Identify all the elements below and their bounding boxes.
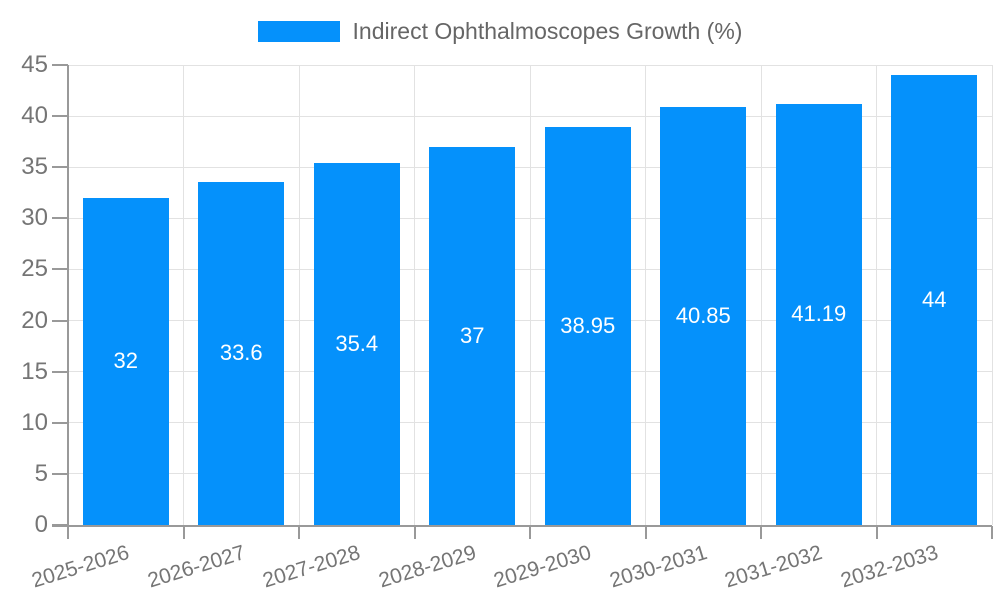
bar[interactable]: 40.85 [660, 107, 747, 525]
y-axis-tick-label: 10 [21, 408, 48, 436]
bar[interactable]: 38.95 [544, 126, 631, 525]
x-axis-category-label: 2028-2029 [375, 541, 479, 593]
x-axis-category-label: 2026-2027 [144, 541, 248, 593]
gridline-vertical [183, 65, 184, 525]
x-axis-tick [991, 526, 993, 539]
bar-value-label: 40.85 [675, 303, 731, 329]
x-axis-category-label: 2029-2030 [491, 541, 595, 593]
y-axis-tick [52, 421, 68, 424]
y-axis-tick [52, 115, 68, 118]
bar-value-label: 32 [113, 348, 138, 374]
y-axis-tick-label: 35 [21, 153, 48, 181]
x-axis-tick [182, 526, 185, 539]
y-axis-tick-label: 20 [21, 306, 48, 334]
bar-value-label: 38.95 [560, 312, 616, 338]
y-axis-tick-label: 25 [21, 255, 48, 283]
bar[interactable]: 44 [891, 75, 978, 525]
bar-value-label: 35.4 [335, 331, 379, 357]
bar-value-label: 41.19 [791, 301, 847, 327]
y-axis-tick [52, 319, 68, 322]
bar[interactable]: 41.19 [775, 103, 862, 525]
gridline-vertical [876, 65, 877, 525]
x-axis-tick [875, 526, 878, 539]
bar-value-label: 37 [460, 322, 485, 348]
legend-swatch[interactable] [257, 21, 340, 42]
y-axis-tick-label: 45 [21, 51, 48, 78]
legend[interactable]: Indirect Ophthalmoscopes Growth (%) [0, 20, 1000, 43]
gridline-vertical [529, 65, 531, 525]
x-axis-tick [67, 526, 69, 539]
x-axis-tick [413, 526, 416, 539]
x-axis-tick [529, 526, 531, 539]
y-axis-line [67, 65, 69, 527]
y-axis-tick-label: 15 [21, 357, 48, 385]
y-axis-tick [52, 268, 68, 271]
gridline-vertical [298, 65, 300, 525]
y-axis-tick-label: 40 [21, 102, 48, 130]
x-axis-category-label: 2027-2028 [260, 541, 364, 593]
legend-label: Indirect Ophthalmoscopes Growth (%) [352, 18, 743, 44]
x-axis-category-label: 2030-2031 [606, 541, 710, 593]
y-axis-tick-label: 30 [21, 204, 48, 232]
y-axis-tick [52, 64, 68, 66]
x-axis-category-label: 2031-2032 [722, 541, 826, 593]
gridline-vertical [760, 65, 762, 525]
gridline-vertical [991, 65, 993, 525]
x-axis-tick [760, 526, 762, 539]
y-axis-tick-label: 5 [34, 459, 48, 487]
bar[interactable]: 37 [429, 146, 516, 525]
y-axis-tick [52, 166, 68, 169]
y-axis-tick [52, 217, 68, 220]
gridline-vertical [645, 65, 646, 525]
bar-value-label: 33.6 [219, 340, 263, 366]
x-axis-tick [298, 526, 300, 539]
y-axis-tick-label: 0 [34, 511, 48, 538]
bar[interactable]: 35.4 [313, 163, 400, 525]
bar[interactable]: 33.6 [198, 181, 285, 525]
x-axis-category-label: 2025-2026 [29, 541, 133, 593]
gridline-vertical [414, 65, 415, 525]
y-axis-tick [52, 370, 68, 373]
bar-value-label: 44 [922, 287, 947, 313]
y-axis-tick [52, 472, 68, 475]
bar[interactable]: 32 [82, 197, 169, 525]
x-axis-category-label: 2032-2033 [837, 541, 941, 593]
x-axis-tick [644, 526, 647, 539]
x-axis-line [52, 525, 992, 527]
